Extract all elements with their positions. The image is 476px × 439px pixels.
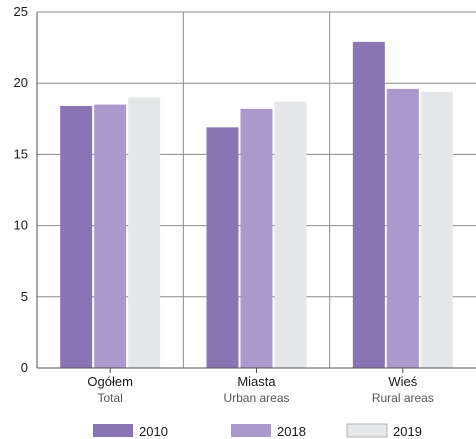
bar-2019 <box>274 101 307 368</box>
bar-2019 <box>128 97 161 368</box>
y-tick-label: 5 <box>21 289 28 304</box>
bar-2010 <box>60 105 93 368</box>
category-label-pl: Wieś <box>388 374 417 389</box>
bars <box>60 41 453 369</box>
legend: 2010 2018 2019 <box>93 423 422 439</box>
y-tick-label: 10 <box>14 218 28 233</box>
legend-label-2019: 2019 <box>393 424 422 439</box>
category-label-pl: Ogółem <box>87 374 133 389</box>
category-labels: Ogółem Total Miasta Urban areas Wieś Rural ar… <box>87 368 434 405</box>
bar-2018 <box>386 88 419 369</box>
y-tick-label: 25 <box>14 4 28 19</box>
y-tick-label: 0 <box>21 360 28 375</box>
category-label-en: Total <box>97 391 122 405</box>
bar-2018 <box>94 104 127 368</box>
bar-2018 <box>240 108 273 368</box>
bar-2010 <box>352 41 385 369</box>
legend-label-2018: 2018 <box>277 424 306 439</box>
bar-2010 <box>206 127 239 369</box>
y-tick-label: 20 <box>14 75 28 90</box>
category-label-en: Rural areas <box>372 391 434 405</box>
category-label-en: Urban areas <box>223 391 289 405</box>
y-tick-label: 15 <box>14 146 28 161</box>
legend-swatch-2010 <box>93 424 133 437</box>
category-separators <box>182 12 331 368</box>
legend-label-2010: 2010 <box>139 424 168 439</box>
bar-2019 <box>420 91 453 368</box>
legend-swatch-2018 <box>231 424 271 437</box>
legend-swatch-2019 <box>346 423 388 438</box>
y-tick-labels: 0 5 10 15 20 25 <box>14 4 28 375</box>
category-label-pl: Miasta <box>237 374 276 389</box>
